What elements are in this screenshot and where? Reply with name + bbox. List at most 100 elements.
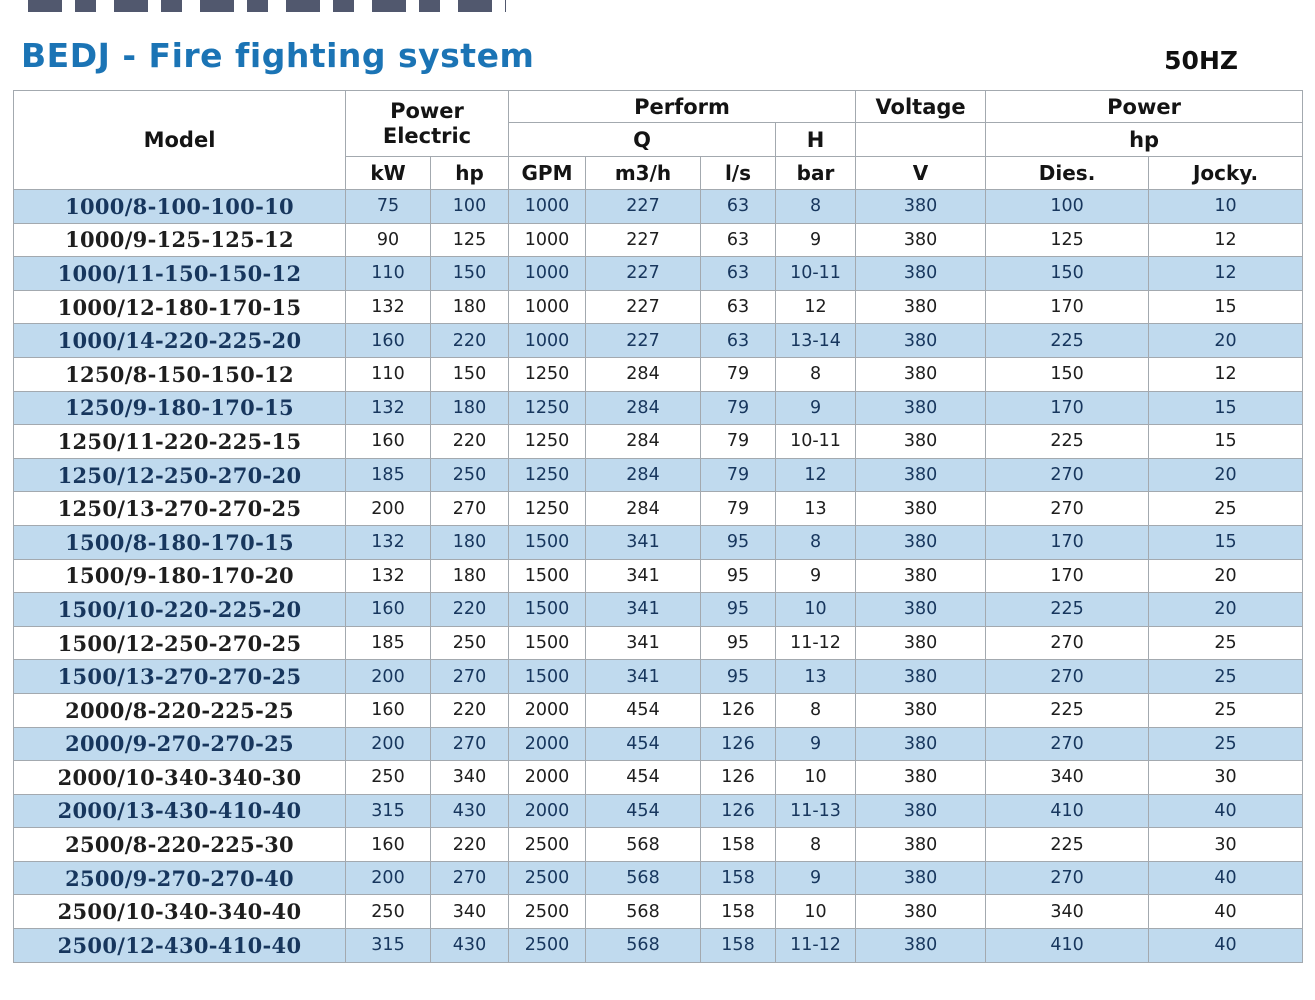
- table-row: 1000/11-150-150-12 110 150 1000 227 63 10-11 38…: [13, 256, 1304, 291]
- value-cell: 380: [855, 256, 987, 291]
- value-cell: 380: [855, 894, 987, 930]
- value-cell: 200: [345, 491, 431, 526]
- value-cell: 340: [985, 760, 1150, 795]
- value-cell: 225: [985, 692, 1150, 728]
- value-cell: 132: [345, 289, 431, 325]
- value-cell: 79: [700, 491, 776, 526]
- value-cell: 225: [985, 323, 1150, 358]
- col-header-h: H: [774, 122, 857, 157]
- value-cell: 40: [1148, 793, 1304, 829]
- value-cell: 227: [585, 256, 701, 291]
- table-row: 1250/9-180-170-15 132 180 1250 284 79 9 380 170 1…: [13, 390, 1304, 426]
- value-cell: 9: [774, 726, 857, 762]
- model-cell: 1000/8-100-100-10: [13, 189, 346, 224]
- value-cell: 125: [985, 222, 1150, 258]
- value-cell: 380: [855, 592, 987, 627]
- value-cell: 125: [430, 222, 509, 258]
- value-cell: 270: [430, 491, 509, 526]
- value-cell: 250: [345, 894, 431, 930]
- header-row-groups: Model Power Electric Perform Voltage Pow…: [13, 90, 1304, 190]
- value-cell: 341: [585, 659, 701, 694]
- value-cell: 270: [985, 625, 1150, 661]
- value-cell: 1250: [508, 424, 586, 459]
- value-cell: 220: [430, 692, 509, 728]
- clipped-text-artifact: [28, 0, 506, 12]
- value-cell: 160: [345, 323, 431, 358]
- value-cell: 380: [855, 760, 987, 795]
- value-cell: 270: [985, 659, 1150, 694]
- value-cell: 340: [985, 894, 1150, 930]
- value-cell: 185: [345, 625, 431, 661]
- value-cell: 63: [700, 189, 776, 224]
- value-cell: 284: [585, 491, 701, 526]
- model-cell: 1500/8-180-170-15: [13, 524, 346, 560]
- value-cell: 160: [345, 424, 431, 459]
- value-cell: 158: [700, 928, 776, 963]
- model-cell: 2000/10-340-340-30: [13, 760, 346, 795]
- value-cell: 341: [585, 592, 701, 627]
- value-cell: 380: [855, 289, 987, 325]
- unit-header-jocky: Jocky.: [1148, 156, 1304, 190]
- value-cell: 20: [1148, 323, 1304, 358]
- value-cell: 158: [700, 894, 776, 930]
- value-cell: 220: [430, 827, 509, 862]
- value-cell: 63: [700, 256, 776, 291]
- value-cell: 270: [985, 457, 1150, 493]
- table-row: 2500/9-270-270-40 200 270 2500 568 158 9 380 270…: [13, 860, 1304, 896]
- value-cell: 1250: [508, 491, 586, 526]
- value-cell: 30: [1148, 827, 1304, 862]
- value-cell: 1250: [508, 390, 586, 426]
- model-cell: 2000/9-270-270-25: [13, 726, 346, 762]
- value-cell: 380: [855, 860, 987, 896]
- model-cell: 1250/9-180-170-15: [13, 390, 346, 426]
- value-cell: 9: [774, 222, 857, 258]
- value-cell: 380: [855, 457, 987, 493]
- value-cell: 568: [585, 894, 701, 930]
- model-cell: 2500/12-430-410-40: [13, 928, 346, 963]
- value-cell: 79: [700, 356, 776, 392]
- value-cell: 380: [855, 323, 987, 358]
- value-cell: 126: [700, 726, 776, 762]
- col-header-power: Power: [985, 90, 1304, 123]
- value-cell: 270: [430, 860, 509, 896]
- model-cell: 1250/12-250-270-20: [13, 457, 346, 493]
- value-cell: 20: [1148, 457, 1304, 493]
- table-row: 1250/12-250-270-20 185 250 1250 284 79 12 380 27…: [13, 457, 1304, 493]
- value-cell: 1500: [508, 659, 586, 694]
- value-cell: 132: [345, 558, 431, 594]
- value-cell: 2500: [508, 827, 586, 862]
- value-cell: 10: [774, 760, 857, 795]
- value-cell: 75: [345, 189, 431, 224]
- value-cell: 410: [985, 928, 1150, 963]
- value-cell: 568: [585, 860, 701, 896]
- value-cell: 284: [585, 457, 701, 493]
- model-cell: 1000/11-150-150-12: [13, 256, 346, 291]
- table-row: 1000/9-125-125-12 90 125 1000 227 63 9 380 125 12: [13, 222, 1304, 258]
- value-cell: 13: [774, 491, 857, 526]
- value-cell: 95: [700, 592, 776, 627]
- value-cell: 170: [985, 289, 1150, 325]
- value-cell: 100: [985, 189, 1150, 224]
- value-cell: 126: [700, 793, 776, 829]
- table-row: 2500/10-340-340-40 250 340 2500 568 158 10 380 3…: [13, 894, 1304, 930]
- value-cell: 25: [1148, 491, 1304, 526]
- value-cell: 380: [855, 928, 987, 963]
- value-cell: 8: [774, 189, 857, 224]
- value-cell: 25: [1148, 659, 1304, 694]
- model-cell: 1250/8-150-150-12: [13, 356, 346, 392]
- table-row: 1000/8-100-100-10 75 100 1000 227 63 8 380 100 10: [13, 189, 1304, 224]
- table-row: 1500/8-180-170-15 132 180 1500 341 95 8 380 170 1…: [13, 524, 1304, 560]
- value-cell: 150: [430, 256, 509, 291]
- value-cell: 2500: [508, 928, 586, 963]
- value-cell: 341: [585, 524, 701, 560]
- table-row: 1000/14-220-225-20 160 220 1000 227 63 13-14 38…: [13, 323, 1304, 358]
- value-cell: 341: [585, 558, 701, 594]
- table-row: 2000/13-430-410-40 315 430 2000 454 126 11-13 3…: [13, 793, 1304, 829]
- value-cell: 220: [430, 592, 509, 627]
- header-row-units: kW hp GPM m3/h l/s bar V Dies. Jocky.: [14, 156, 1304, 190]
- value-cell: 270: [985, 726, 1150, 762]
- col-header-power-electric: Power Electric: [345, 90, 509, 157]
- value-cell: 13-14: [774, 323, 857, 358]
- value-cell: 180: [430, 524, 509, 560]
- value-cell: 2000: [508, 692, 586, 728]
